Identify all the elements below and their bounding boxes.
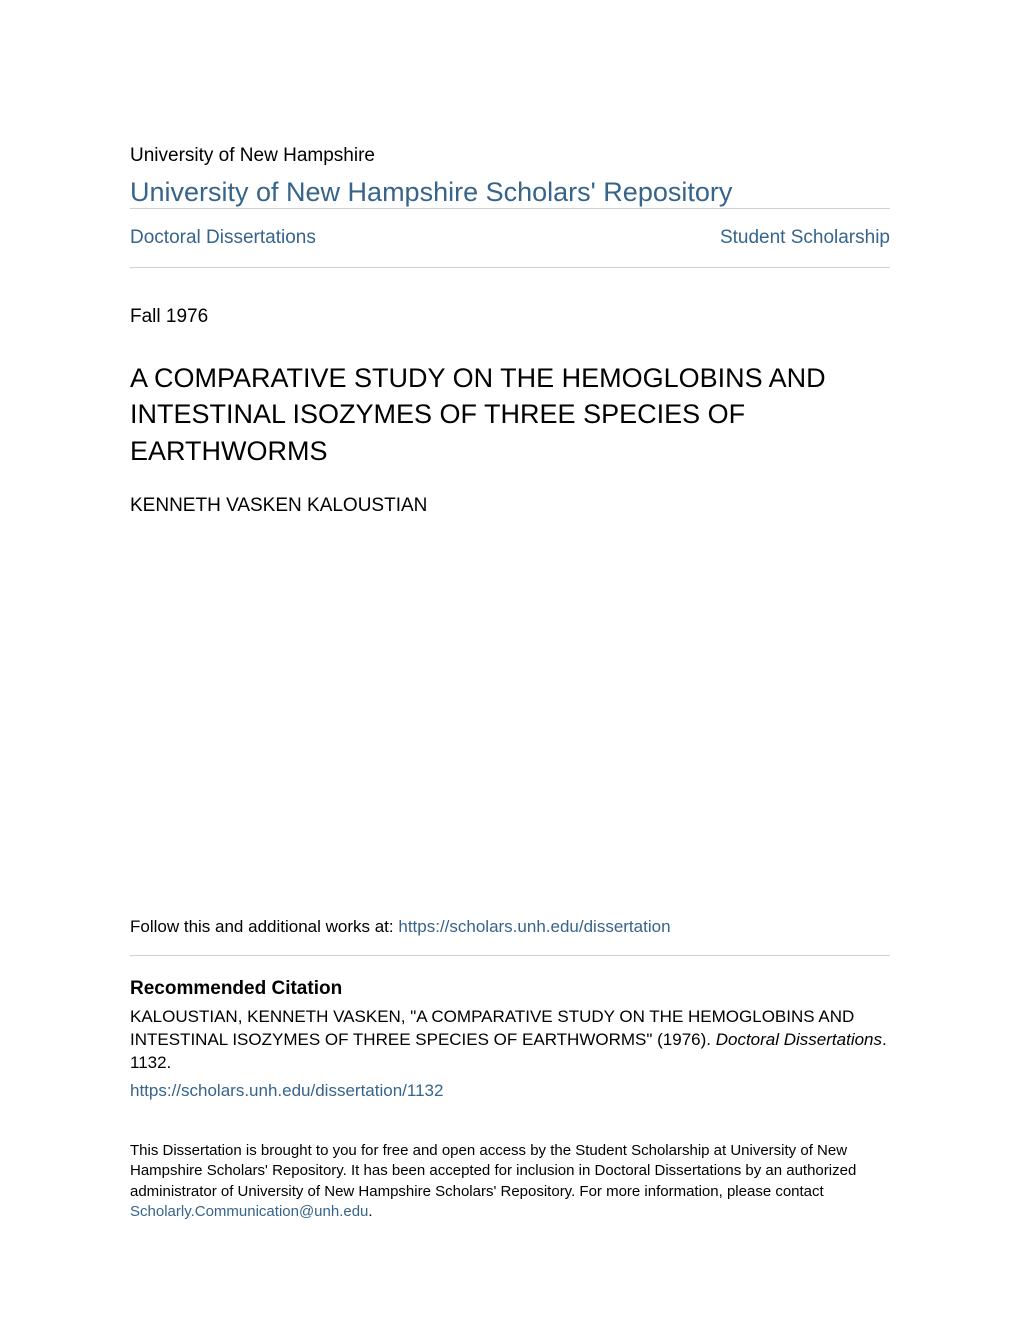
citation-text: KALOUSTIAN, KENNETH VASKEN, "A COMPARATI… (130, 1006, 890, 1075)
nav-doctoral-dissertations[interactable]: Doctoral Dissertations (130, 227, 316, 249)
nav-student-scholarship[interactable]: Student Scholarship (720, 227, 890, 249)
footer-disclaimer: This Dissertation is brought to you for … (130, 1141, 890, 1222)
footer-part2: . (368, 1203, 372, 1220)
footer-part1: This Dissertation is brought to you for … (130, 1142, 856, 1200)
publication-date: Fall 1976 (130, 306, 890, 328)
author-name: KENNETH VASKEN KALOUSTIAN (130, 495, 890, 517)
breadcrumb-nav: Doctoral Dissertations Student Scholarsh… (130, 208, 890, 268)
citation-journal: Doctoral Dissertations (716, 1030, 882, 1049)
citation-url-link[interactable]: https://scholars.unh.edu/dissertation/11… (130, 1081, 890, 1101)
repository-title-link[interactable]: University of New Hampshire Scholars' Re… (130, 177, 732, 207)
header-block: University of New Hampshire University o… (130, 145, 890, 208)
section-divider (130, 955, 890, 956)
recommended-citation-heading: Recommended Citation (130, 978, 890, 1000)
follow-prefix: Follow this and additional works at: (130, 917, 398, 936)
paper-title: A COMPARATIVE STUDY ON THE HEMOGLOBINS A… (130, 360, 890, 469)
footer-email-link[interactable]: Scholarly.Communication@unh.edu (130, 1203, 368, 1220)
follow-works-line: Follow this and additional works at: htt… (130, 917, 890, 937)
citation-section: Recommended Citation KALOUSTIAN, KENNETH… (130, 978, 890, 1101)
institution-name: University of New Hampshire (130, 145, 890, 167)
follow-url-link[interactable]: https://scholars.unh.edu/dissertation (398, 917, 670, 936)
content-spacer (130, 537, 890, 917)
